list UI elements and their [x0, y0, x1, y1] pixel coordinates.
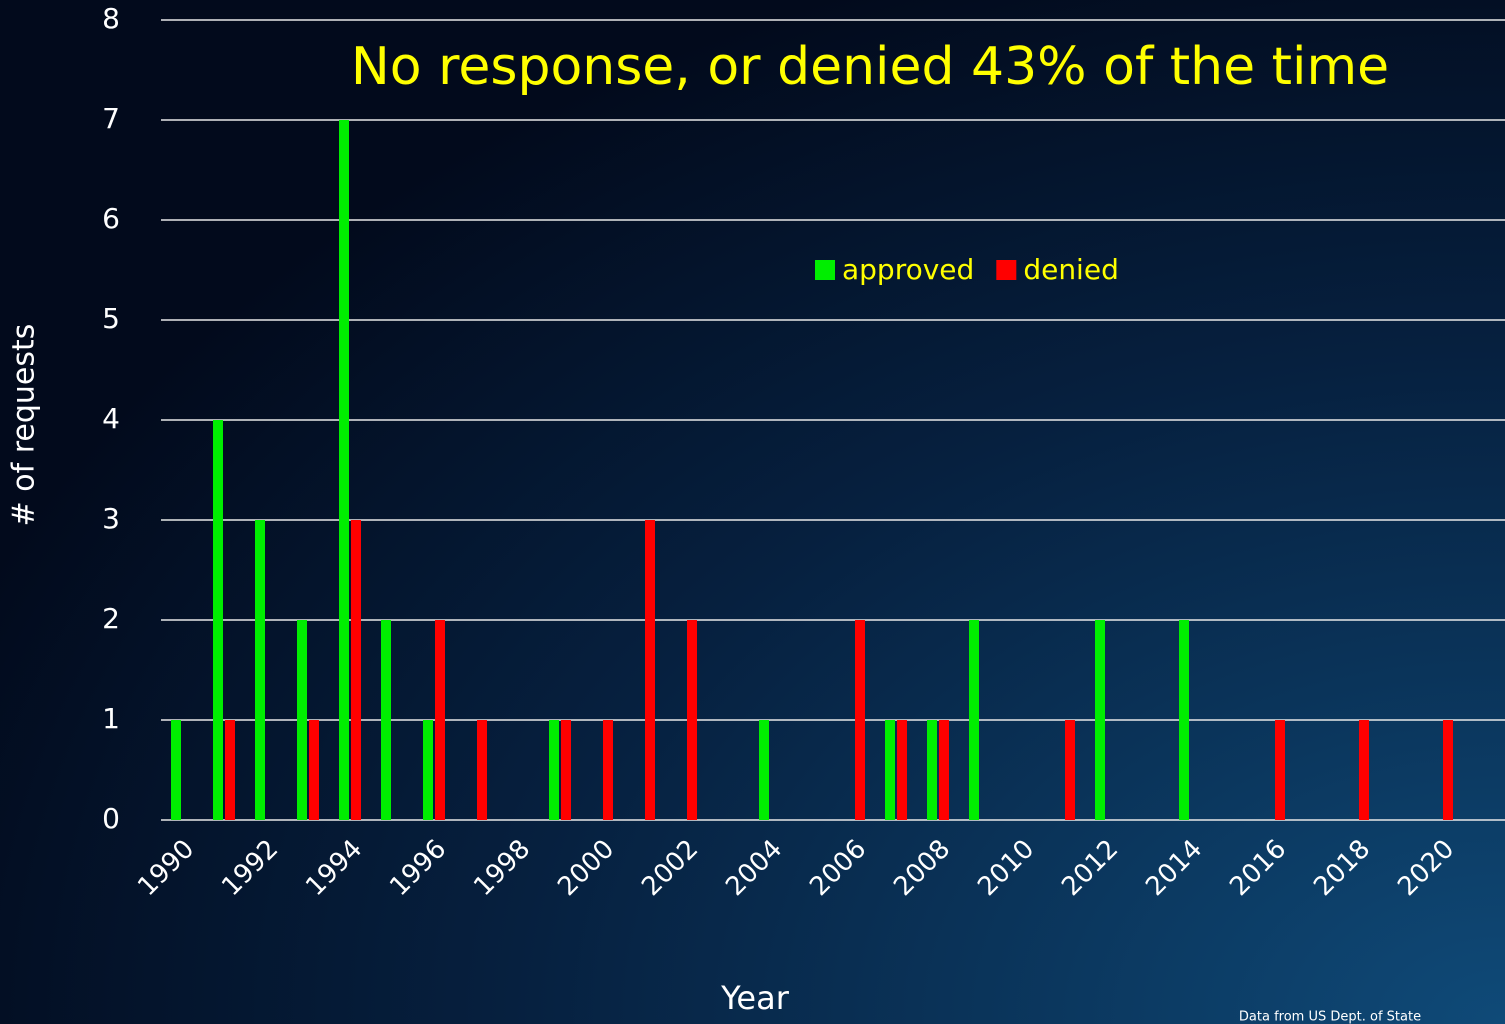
bar [351, 520, 361, 820]
bar [171, 720, 181, 820]
legend-label: denied [1023, 253, 1119, 286]
bar [297, 620, 307, 820]
legend-swatch [815, 260, 835, 280]
bar [339, 120, 349, 820]
bar [687, 620, 697, 820]
bar [927, 720, 937, 820]
source-note: Data from US Dept. of State [1239, 1010, 1421, 1024]
y-tick-label: 5 [102, 302, 120, 335]
legend-swatch [996, 260, 1017, 280]
bar [603, 720, 613, 820]
bar [939, 720, 949, 820]
bar [423, 720, 433, 820]
y-tick-label: 6 [102, 202, 120, 235]
chart-title: No response, or denied 43% of the time [351, 37, 1389, 97]
y-tick-label: 8 [102, 2, 120, 35]
bar [561, 720, 571, 820]
legend-label: approved [842, 253, 974, 286]
bar [1275, 720, 1285, 820]
bar [1359, 720, 1369, 820]
bar [1095, 620, 1105, 820]
y-tick-label: 7 [102, 102, 120, 135]
y-axis-label: # of requests [7, 324, 42, 527]
bar [477, 720, 487, 820]
bar [309, 720, 319, 820]
y-tick-label: 3 [102, 502, 120, 535]
bar [759, 720, 769, 820]
bar [1065, 720, 1075, 820]
bar [1179, 620, 1189, 820]
y-tick-label: 0 [102, 802, 120, 835]
bar [255, 520, 265, 820]
bar [897, 720, 907, 820]
bar [381, 620, 391, 820]
y-tick-label: 4 [102, 402, 120, 435]
bar [435, 620, 445, 820]
bar [855, 620, 865, 820]
x-axis-label: Year [720, 979, 790, 1017]
bar [213, 420, 223, 820]
bar [969, 620, 979, 820]
bar [549, 720, 559, 820]
bar [1443, 720, 1453, 820]
bar [225, 720, 235, 820]
y-tick-label: 2 [102, 602, 120, 635]
bar [885, 720, 895, 820]
bar [645, 520, 655, 820]
y-tick-label: 1 [102, 702, 120, 735]
